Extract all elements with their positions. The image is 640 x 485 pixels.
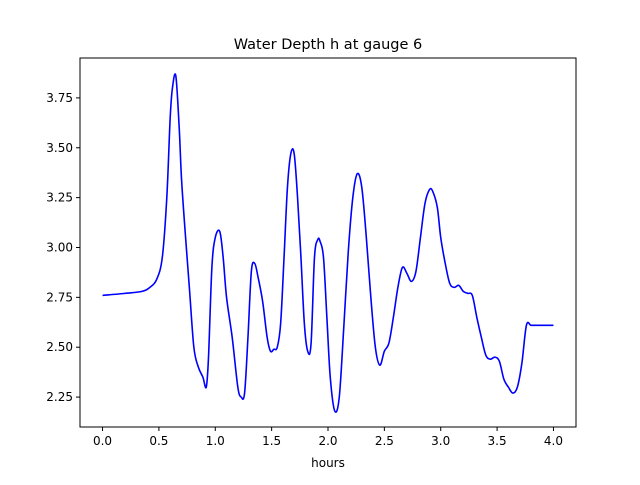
x-tick-label: 1.5 (262, 434, 281, 448)
plot-area (102, 73, 554, 414)
x-axis: 0.0 0.5 1.0 1.5 2.0 2.5 3.0 3.5 4.0 (93, 427, 563, 448)
axes-frame (79, 57, 577, 428)
y-axis: 2.25 2.50 2.75 3.00 3.25 3.50 3.75 (46, 91, 80, 404)
x-tick-label: 0.0 (93, 434, 112, 448)
y-tick-label: 3.00 (46, 240, 73, 254)
x-axis-label: hours (311, 456, 345, 470)
y-tick-label: 3.50 (46, 141, 73, 155)
x-tick-label: 1.0 (206, 434, 225, 448)
x-tick-label: 2.5 (375, 434, 394, 448)
x-tick-label: 2.0 (318, 434, 337, 448)
series-line-0 (102, 73, 554, 414)
y-tick-label: 2.50 (46, 340, 73, 354)
y-tick-label: 2.75 (46, 290, 73, 304)
x-tick-label: 0.5 (149, 434, 168, 448)
y-tick-label: 3.25 (46, 191, 73, 205)
y-tick-label: 3.75 (46, 91, 73, 105)
x-tick-label: 3.5 (488, 434, 507, 448)
y-tick-label: 2.25 (46, 390, 73, 404)
x-tick-label: 3.0 (431, 434, 450, 448)
x-tick-label: 4.0 (544, 434, 563, 448)
chart-title: Water Depth h at gauge 6 (234, 37, 422, 53)
